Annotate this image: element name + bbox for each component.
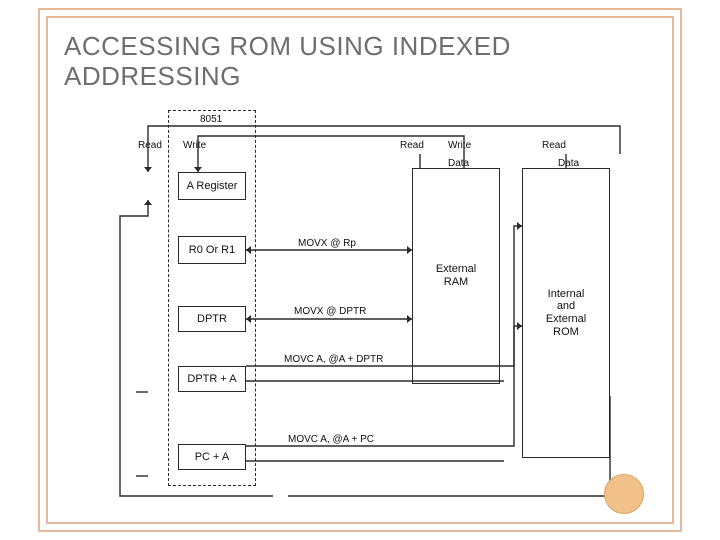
diagram-area: 8051 Read Write Read Write Data Read Dat… (108, 106, 638, 506)
slide-frame-outer: ACCESSING ROM USING INDEXED ADDRESSING 8… (38, 8, 682, 532)
wires-svg (108, 106, 638, 506)
decorative-circle (604, 474, 644, 514)
slide-frame-inner: ACCESSING ROM USING INDEXED ADDRESSING 8… (46, 16, 674, 524)
page-title: ACCESSING ROM USING INDEXED ADDRESSING (64, 32, 672, 92)
